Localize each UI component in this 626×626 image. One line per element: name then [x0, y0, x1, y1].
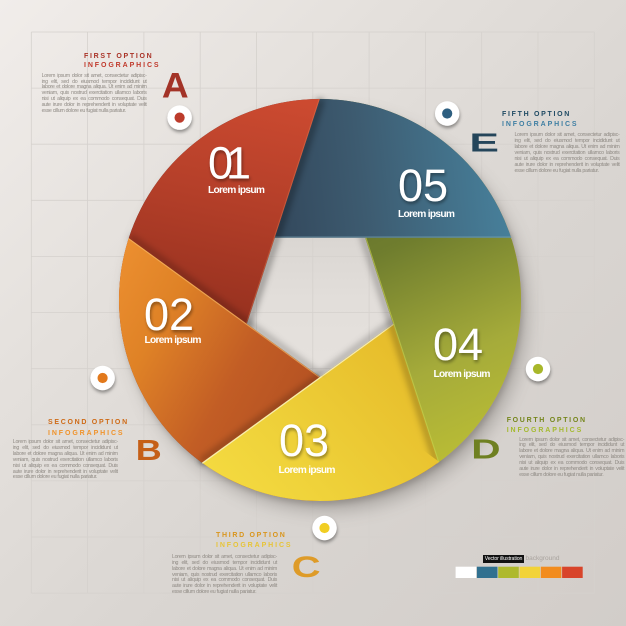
svg-text:04: 04 [433, 319, 483, 370]
svg-text:D: D [471, 434, 500, 465]
svg-text:A: A [162, 65, 189, 105]
svg-text:05: 05 [398, 160, 448, 211]
svg-text:E: E [469, 128, 499, 157]
svg-text:B: B [136, 433, 162, 466]
svg-text:Lorem ipsum: Lorem ipsum [145, 335, 202, 346]
svg-text:02: 02 [144, 289, 194, 340]
svg-text:Lorem ipsum: Lorem ipsum [398, 209, 455, 220]
svg-text:Lorem ipsum: Lorem ipsum [279, 465, 336, 476]
svg-text:03: 03 [279, 415, 329, 466]
svg-text:Lorem ipsum: Lorem ipsum [434, 369, 491, 380]
svg-text:01: 01 [208, 138, 251, 189]
svg-text:Lorem ipsum: Lorem ipsum [208, 185, 265, 196]
svg-text:C: C [292, 551, 321, 584]
